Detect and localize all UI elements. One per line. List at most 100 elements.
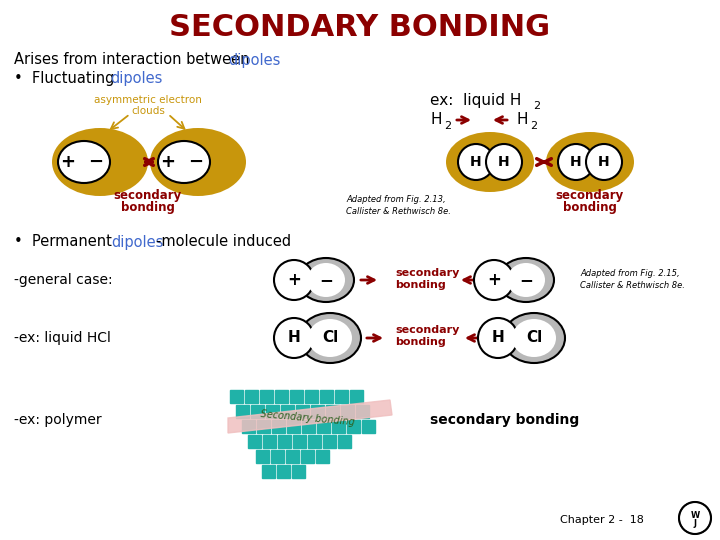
Bar bbox=[251, 405, 264, 418]
Text: 2: 2 bbox=[530, 121, 537, 131]
Ellipse shape bbox=[503, 313, 565, 363]
Bar bbox=[236, 405, 249, 418]
Polygon shape bbox=[228, 400, 392, 433]
Text: Callister & Rethwisch 8e.: Callister & Rethwisch 8e. bbox=[346, 206, 451, 215]
Bar bbox=[256, 450, 269, 463]
Bar bbox=[332, 420, 345, 433]
Bar bbox=[350, 390, 363, 403]
Text: Arises from interaction between: Arises from interaction between bbox=[14, 52, 254, 68]
Bar bbox=[320, 390, 333, 403]
Bar bbox=[292, 465, 305, 478]
Text: −: − bbox=[189, 153, 204, 171]
Text: clouds: clouds bbox=[131, 106, 165, 116]
Bar bbox=[301, 450, 314, 463]
Text: H: H bbox=[498, 155, 510, 169]
Text: Chapter 2 -  18: Chapter 2 - 18 bbox=[560, 515, 644, 525]
Ellipse shape bbox=[446, 132, 534, 192]
Circle shape bbox=[679, 502, 711, 534]
Text: −: − bbox=[89, 153, 104, 171]
Ellipse shape bbox=[299, 313, 361, 363]
Text: +: + bbox=[487, 271, 501, 289]
Bar bbox=[286, 450, 299, 463]
Bar bbox=[338, 435, 351, 448]
Ellipse shape bbox=[498, 258, 554, 302]
Text: H: H bbox=[287, 330, 300, 346]
Text: bonding: bonding bbox=[563, 201, 617, 214]
Text: Cl: Cl bbox=[526, 330, 542, 346]
Text: H: H bbox=[492, 330, 505, 346]
Text: −: − bbox=[519, 271, 533, 289]
Bar bbox=[257, 420, 270, 433]
Bar bbox=[316, 450, 329, 463]
Circle shape bbox=[274, 318, 314, 358]
Text: H: H bbox=[598, 155, 610, 169]
Text: Callister & Rethwisch 8e.: Callister & Rethwisch 8e. bbox=[580, 280, 685, 289]
Text: -ex: liquid HCl: -ex: liquid HCl bbox=[14, 331, 111, 345]
Text: Adapted from Fig. 2.13,: Adapted from Fig. 2.13, bbox=[346, 195, 446, 205]
Text: bonding: bonding bbox=[395, 337, 446, 347]
Text: Secondary bonding: Secondary bonding bbox=[261, 409, 356, 427]
Circle shape bbox=[474, 260, 514, 300]
Text: 2: 2 bbox=[533, 101, 540, 111]
Ellipse shape bbox=[150, 128, 246, 196]
Text: +: + bbox=[60, 153, 76, 171]
Bar bbox=[317, 420, 330, 433]
Text: H: H bbox=[470, 155, 482, 169]
Circle shape bbox=[274, 260, 314, 300]
Text: •  Permanent: • Permanent bbox=[14, 234, 117, 249]
Text: secondary: secondary bbox=[556, 190, 624, 202]
Bar bbox=[245, 390, 258, 403]
Ellipse shape bbox=[512, 319, 556, 357]
Text: −: − bbox=[319, 271, 333, 289]
Bar bbox=[262, 465, 275, 478]
Text: -ex: polymer: -ex: polymer bbox=[14, 413, 102, 427]
Bar bbox=[356, 405, 369, 418]
Bar bbox=[275, 390, 288, 403]
Bar bbox=[302, 420, 315, 433]
Bar bbox=[326, 405, 339, 418]
Bar bbox=[263, 435, 276, 448]
Text: bonding: bonding bbox=[395, 280, 446, 290]
Text: H: H bbox=[570, 155, 582, 169]
Text: dipoles: dipoles bbox=[110, 71, 163, 85]
Text: 2: 2 bbox=[444, 121, 451, 131]
Text: +: + bbox=[161, 153, 176, 171]
Text: asymmetric electron: asymmetric electron bbox=[94, 95, 202, 105]
Bar bbox=[242, 420, 255, 433]
Ellipse shape bbox=[546, 132, 634, 192]
Text: W: W bbox=[690, 510, 700, 519]
Ellipse shape bbox=[52, 128, 148, 196]
Text: SECONDARY BONDING: SECONDARY BONDING bbox=[169, 14, 551, 43]
Ellipse shape bbox=[308, 319, 352, 357]
Text: secondary: secondary bbox=[395, 268, 459, 278]
Bar bbox=[287, 420, 300, 433]
Circle shape bbox=[458, 144, 494, 180]
Text: Adapted from Fig. 2.15,: Adapted from Fig. 2.15, bbox=[580, 268, 680, 278]
Ellipse shape bbox=[58, 141, 110, 183]
Text: H: H bbox=[430, 112, 441, 127]
Ellipse shape bbox=[507, 263, 545, 297]
Bar bbox=[362, 420, 375, 433]
Text: H: H bbox=[516, 112, 528, 127]
Bar bbox=[293, 435, 306, 448]
Circle shape bbox=[558, 144, 594, 180]
Bar bbox=[290, 390, 303, 403]
Text: J: J bbox=[693, 519, 696, 529]
Bar bbox=[271, 450, 284, 463]
Text: dipoles: dipoles bbox=[111, 234, 163, 249]
Circle shape bbox=[486, 144, 522, 180]
Circle shape bbox=[478, 318, 518, 358]
Bar bbox=[281, 405, 294, 418]
Bar bbox=[260, 390, 273, 403]
Bar bbox=[341, 405, 354, 418]
Text: Cl: Cl bbox=[322, 330, 338, 346]
Text: +: + bbox=[287, 271, 301, 289]
Text: bonding: bonding bbox=[121, 201, 175, 214]
Text: secondary: secondary bbox=[395, 325, 459, 335]
Bar bbox=[230, 390, 243, 403]
Text: secondary bonding: secondary bonding bbox=[430, 413, 580, 427]
Ellipse shape bbox=[307, 263, 345, 297]
Text: •  Fluctuating: • Fluctuating bbox=[14, 71, 119, 85]
Bar bbox=[311, 405, 324, 418]
Text: ex:  liquid H: ex: liquid H bbox=[430, 92, 521, 107]
